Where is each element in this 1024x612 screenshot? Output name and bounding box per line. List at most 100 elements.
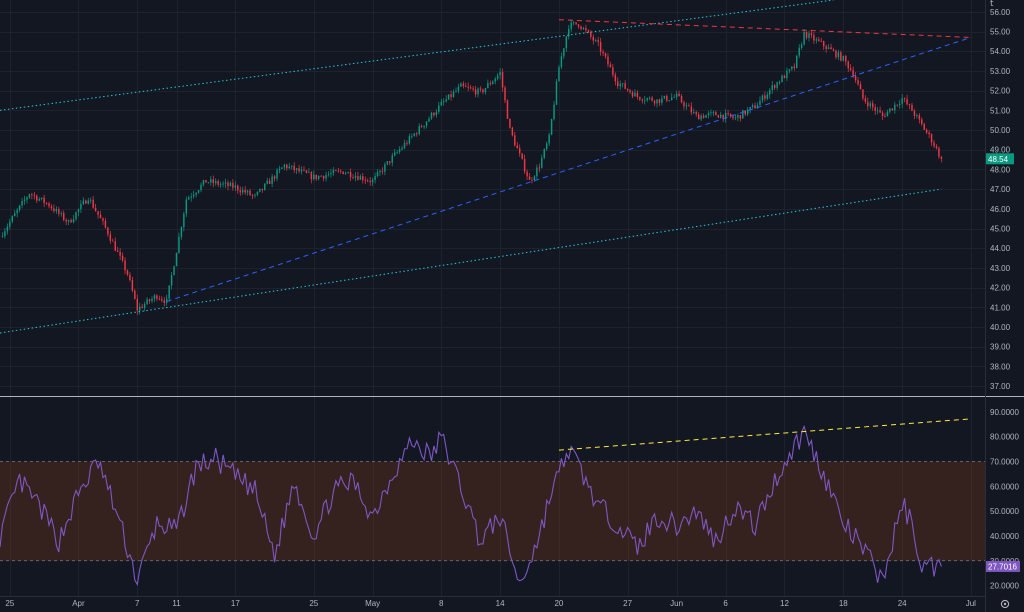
trend-line[interactable]: [558, 19, 971, 38]
candle: [183, 211, 185, 232]
price-tick-label: 40.00: [990, 323, 1011, 332]
candle: [621, 83, 624, 88]
candle: [92, 195, 94, 209]
candle: [158, 295, 161, 301]
candle: [320, 174, 322, 177]
candle: [192, 190, 195, 199]
candle: [308, 168, 310, 174]
candle: [447, 94, 450, 100]
candle: [445, 95, 447, 103]
candle: [82, 197, 85, 206]
candle: [67, 219, 70, 226]
candle: [656, 99, 658, 108]
candle: [666, 94, 668, 103]
oscillator-axis[interactable]: 90.0000 80.0000 70.0000 60.0000 50.0000 40.00…: [986, 408, 1020, 591]
candle: [631, 90, 634, 99]
candle: [827, 44, 830, 50]
candle: [55, 206, 58, 214]
candle: [246, 189, 249, 196]
candle: [523, 154, 526, 174]
candle: [65, 218, 67, 226]
candle: [139, 302, 141, 315]
candle: [923, 122, 925, 130]
channel-line[interactable]: [0, 0, 834, 111]
candle: [837, 49, 840, 60]
oscillator-pane[interactable]: [0, 397, 985, 596]
candle: [663, 95, 666, 100]
candle: [641, 98, 644, 104]
candle: [452, 89, 455, 98]
price-tick-label: 44.00: [990, 244, 1011, 253]
candle: [796, 55, 798, 69]
candle: [594, 38, 597, 43]
candle: [21, 198, 23, 209]
candle: [330, 168, 332, 178]
candle: [913, 108, 916, 120]
candle: [48, 201, 50, 209]
price-tick-label: 53.00: [990, 67, 1011, 76]
candle: [214, 178, 217, 186]
candle: [300, 166, 303, 175]
top-right-glyph[interactable]: t: [990, 0, 994, 9]
candle: [70, 218, 72, 224]
oscillator-tick-label: 80.0000: [990, 433, 1019, 442]
oscillator-tick-label: 40.0000: [990, 532, 1019, 541]
candle: [386, 161, 389, 166]
candle: [396, 149, 398, 155]
candle: [114, 237, 116, 252]
candle: [474, 85, 477, 98]
price-tick-label: 55.00: [990, 28, 1011, 37]
candle: [124, 257, 126, 275]
candle: [337, 167, 340, 173]
candle: [217, 179, 219, 187]
candle: [104, 217, 107, 229]
candle: [268, 178, 271, 184]
candle: [349, 168, 352, 182]
candle: [482, 88, 484, 95]
candle: [63, 210, 65, 222]
candle: [570, 19, 572, 32]
candle: [614, 72, 617, 86]
candle: [874, 104, 876, 115]
time-tick-label: 14: [496, 599, 505, 608]
candle: [602, 49, 604, 57]
candle: [511, 126, 514, 137]
price-pane[interactable]: [0, 0, 985, 396]
candle: [195, 191, 197, 198]
oscillator-line[interactable]: [0, 424, 942, 587]
oscillator-trend-line[interactable]: [558, 418, 971, 451]
time-axis[interactable]: 25 Apr 7 11 17 25 May 8 14 20 27 Jun 6 12 18 24 Jul: [5, 599, 976, 608]
price-tick-label: 51.00: [990, 106, 1011, 115]
candle: [891, 108, 894, 111]
time-tick-label: 25: [309, 599, 318, 608]
gear-icon[interactable]: [1000, 599, 1010, 609]
candle: [465, 82, 467, 88]
candle: [813, 32, 815, 44]
candle: [222, 180, 224, 188]
candle: [283, 163, 286, 170]
time-tick-label: 7: [135, 599, 140, 608]
candle: [896, 104, 898, 107]
candle: [389, 161, 391, 166]
candle: [178, 232, 180, 254]
candle: [288, 163, 291, 170]
channel-line[interactable]: [0, 188, 942, 334]
candle: [884, 112, 886, 118]
price-tick-label: 45.00: [990, 225, 1011, 234]
candle: [97, 211, 99, 219]
price-axis[interactable]: 56.00 55.00 54.00 53.00 52.00 51.00 50.00 49.00…: [986, 8, 1014, 391]
time-tick-label: May: [365, 599, 380, 608]
candle: [94, 203, 97, 212]
price-tick-label: 37.00: [990, 382, 1011, 391]
candle: [9, 218, 11, 230]
candle: [580, 25, 582, 31]
candle: [842, 55, 845, 62]
candle: [58, 206, 60, 217]
candle: [472, 85, 474, 92]
candle: [153, 293, 156, 303]
candle: [379, 169, 381, 176]
oscillator-value-label: 27.7016: [988, 562, 1017, 571]
candle: [514, 131, 516, 147]
trend-line[interactable]: [166, 36, 971, 302]
oscillator-tick-label: 20.0000: [990, 582, 1019, 591]
